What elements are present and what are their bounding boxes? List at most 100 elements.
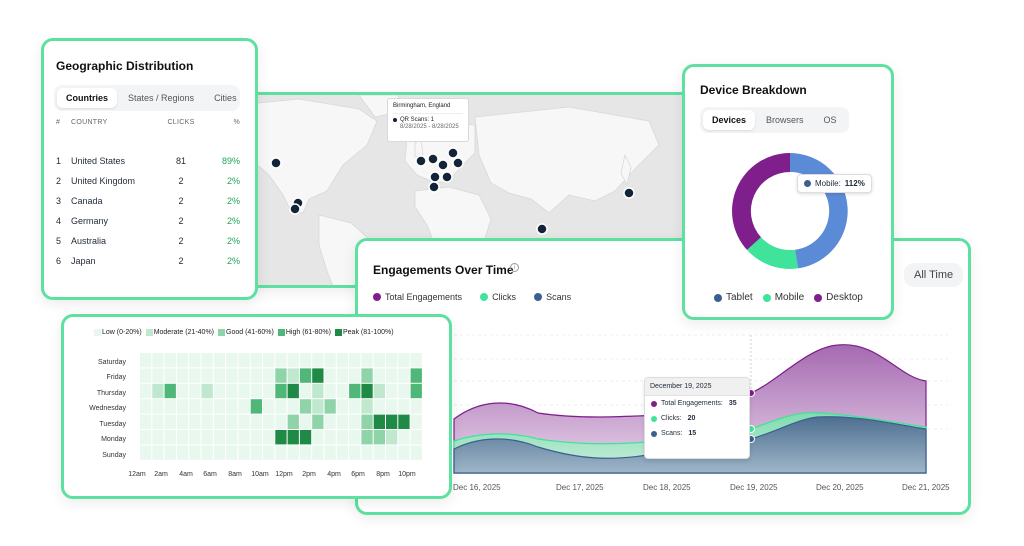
heatmap-cell[interactable] xyxy=(361,368,373,383)
heatmap-cell[interactable] xyxy=(263,414,275,429)
map-marker[interactable] xyxy=(437,159,449,171)
heatmap-cell[interactable] xyxy=(299,414,312,429)
heatmap-cell[interactable] xyxy=(164,368,176,383)
heatmap-cell[interactable] xyxy=(349,368,361,383)
heatmap-cell[interactable] xyxy=(386,430,398,445)
heatmap-cell[interactable] xyxy=(226,383,238,399)
heatmap-cell[interactable] xyxy=(189,353,201,368)
heatmap-cell[interactable] xyxy=(250,399,262,414)
heatmap-cell[interactable] xyxy=(238,399,250,414)
heatmap-cell[interactable] xyxy=(275,414,287,429)
heatmap-cell[interactable] xyxy=(213,430,226,445)
heatmap-cell[interactable] xyxy=(398,383,410,399)
heatmap-cell[interactable] xyxy=(176,399,189,414)
heatmap-cell[interactable] xyxy=(324,353,336,368)
heatmap-cell[interactable] xyxy=(361,414,373,429)
heatmap-cell[interactable] xyxy=(164,430,176,445)
device-donut-chart[interactable] xyxy=(730,151,850,271)
heatmap-cell[interactable] xyxy=(213,368,226,383)
tab-countries[interactable]: Countries xyxy=(57,88,118,108)
heatmap-cell[interactable] xyxy=(410,383,422,399)
heatmap-cell[interactable] xyxy=(299,445,312,460)
heatmap-cell[interactable] xyxy=(250,414,262,429)
heatmap-cell[interactable] xyxy=(373,383,385,399)
heatmap-cell[interactable] xyxy=(238,445,250,460)
heatmap-cell[interactable] xyxy=(287,383,299,399)
tab-devices[interactable]: Devices xyxy=(703,110,756,130)
heatmap-cell[interactable] xyxy=(275,383,287,399)
map-marker[interactable] xyxy=(415,155,427,167)
heatmap-cell[interactable] xyxy=(213,383,226,399)
heatmap-cell[interactable] xyxy=(312,383,324,399)
donut-segment-purple[interactable] xyxy=(732,153,790,250)
heatmap-cell[interactable] xyxy=(398,445,410,460)
heatmap-cell[interactable] xyxy=(299,353,312,368)
heatmap-cell[interactable] xyxy=(336,368,349,383)
heatmap-cell[interactable] xyxy=(152,353,164,368)
heatmap-cell[interactable] xyxy=(263,445,275,460)
table-row[interactable]: 2 United Kingdom 2 2% xyxy=(56,176,240,186)
heatmap-cell[interactable] xyxy=(263,368,275,383)
heatmap-cell[interactable] xyxy=(349,399,361,414)
heatmap-cell[interactable] xyxy=(410,353,422,368)
map-marker[interactable] xyxy=(623,187,635,199)
heatmap-cell[interactable] xyxy=(176,430,189,445)
heatmap-cell[interactable] xyxy=(398,368,410,383)
heatmap-cell[interactable] xyxy=(324,430,336,445)
heatmap-cell[interactable] xyxy=(287,368,299,383)
heatmap-cell[interactable] xyxy=(287,353,299,368)
heatmap-cell[interactable] xyxy=(336,414,349,429)
table-row[interactable]: 4 Germany 2 2% xyxy=(56,216,240,226)
heatmap-cell[interactable] xyxy=(361,430,373,445)
donut-segment-green[interactable] xyxy=(747,237,798,269)
map-marker[interactable] xyxy=(428,181,440,193)
heatmap-cell[interactable] xyxy=(189,445,201,460)
heatmap-cell[interactable] xyxy=(336,399,349,414)
heatmap-cell[interactable] xyxy=(299,430,312,445)
heatmap-cell[interactable] xyxy=(373,353,385,368)
heatmap-cell[interactable] xyxy=(176,414,189,429)
heatmap-cell[interactable] xyxy=(189,399,201,414)
heatmap-cell[interactable] xyxy=(201,445,213,460)
legend-total-engagements[interactable]: Total Engagements xyxy=(373,292,462,302)
heatmap-cell[interactable] xyxy=(238,414,250,429)
heatmap-cell[interactable] xyxy=(213,399,226,414)
heatmap-cell[interactable] xyxy=(398,414,410,429)
heatmap-cell[interactable] xyxy=(213,414,226,429)
heatmap-cell[interactable] xyxy=(275,353,287,368)
heatmap-cell[interactable] xyxy=(299,368,312,383)
heatmap-cell[interactable] xyxy=(386,414,398,429)
heatmap-cell[interactable] xyxy=(176,383,189,399)
heatmap-cell[interactable] xyxy=(226,353,238,368)
heatmap-cell[interactable] xyxy=(250,353,262,368)
heatmap-cell[interactable] xyxy=(398,353,410,368)
heatmap-cell[interactable] xyxy=(410,368,422,383)
heatmap-cell[interactable] xyxy=(238,368,250,383)
heatmap-cell[interactable] xyxy=(140,368,152,383)
heatmap-cell[interactable] xyxy=(189,414,201,429)
info-icon[interactable]: i xyxy=(510,263,519,272)
heatmap-cell[interactable] xyxy=(336,353,349,368)
heatmap-cell[interactable] xyxy=(324,414,336,429)
heatmap-cell[interactable] xyxy=(140,383,152,399)
heatmap-cell[interactable] xyxy=(349,414,361,429)
heatmap-cell[interactable] xyxy=(263,430,275,445)
heatmap-cell[interactable] xyxy=(324,383,336,399)
legend-clicks[interactable]: Clicks xyxy=(480,292,516,302)
heatmap-cell[interactable] xyxy=(164,353,176,368)
map-marker[interactable] xyxy=(289,203,301,215)
heatmap-cell[interactable] xyxy=(324,445,336,460)
heatmap-cell[interactable] xyxy=(226,414,238,429)
heatmap-cell[interactable] xyxy=(189,430,201,445)
heatmap-cell[interactable] xyxy=(164,383,176,399)
heatmap-cell[interactable] xyxy=(373,399,385,414)
heatmap-cell[interactable] xyxy=(386,368,398,383)
heatmap-cell[interactable] xyxy=(176,368,189,383)
heatmap-cell[interactable] xyxy=(152,368,164,383)
heatmap-cell[interactable] xyxy=(373,430,385,445)
heatmap-cell[interactable] xyxy=(398,430,410,445)
heatmap-cell[interactable] xyxy=(361,399,373,414)
legend-desktop[interactable]: Desktop xyxy=(814,292,863,303)
heatmap-cell[interactable] xyxy=(275,399,287,414)
heatmap-cell[interactable] xyxy=(349,430,361,445)
